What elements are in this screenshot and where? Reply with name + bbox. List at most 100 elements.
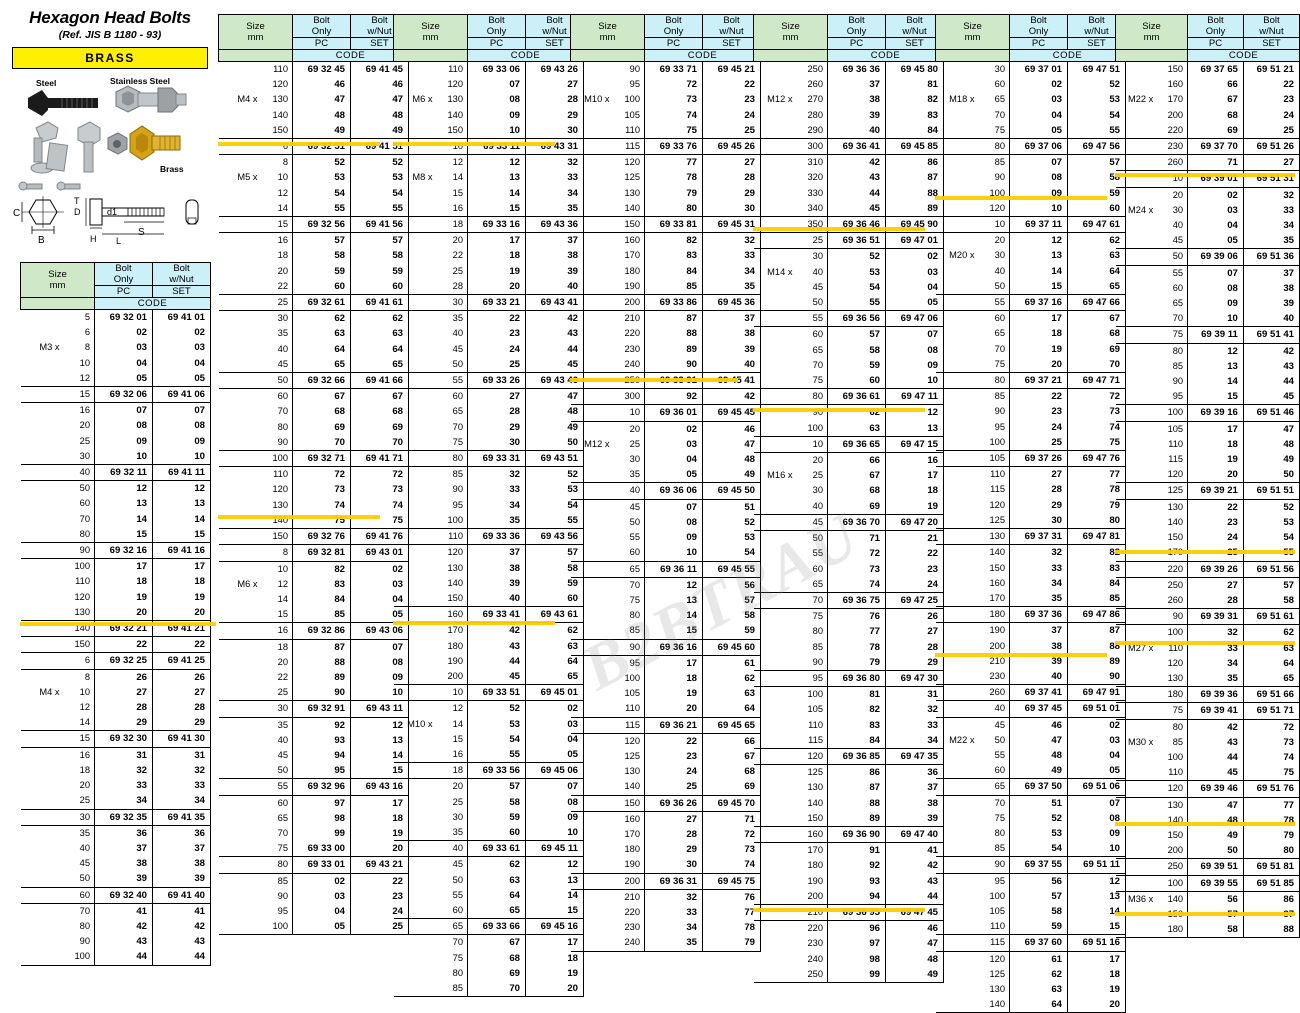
- table-row: 45 62 12: [394, 856, 584, 873]
- thread-size-cell: [570, 294, 613, 312]
- length-cell: 170: [1167, 94, 1184, 105]
- table-row: 105 58 14: [936, 903, 1126, 920]
- table-row: 10 69 36 01 69 45 45: [570, 404, 761, 422]
- code-bolt-with-nut-cell: 69: [702, 779, 761, 796]
- thread-size-cell: [936, 919, 978, 935]
- thread-size-cell: [21, 590, 63, 605]
- thread-size-cell: [394, 248, 436, 263]
- code-bolt-only-cell: 32: [94, 762, 153, 779]
- table-row: 6 69 32 25 69 41 25: [20, 652, 211, 670]
- length-cell: 150: [1167, 829, 1184, 840]
- thread-size-cell: [394, 357, 436, 373]
- table-row: 70 04 54: [936, 107, 1126, 123]
- code-bolt-with-nut-cell: 22: [152, 636, 211, 653]
- table-row: 220 88 38: [571, 326, 761, 342]
- thread-size-cell: [936, 108, 978, 123]
- length-cell: 70: [812, 359, 823, 370]
- thread-size-cell: [219, 264, 261, 279]
- thread-size-cell: [571, 264, 613, 279]
- table-row: 110 83 33: [754, 717, 944, 733]
- table-row: 75 69 33 00 20: [219, 841, 409, 857]
- code-bolt-with-nut-cell: 49: [350, 122, 409, 139]
- code-bolt-only-cell: 54: [827, 279, 886, 296]
- table-row: 85 07 57: [936, 154, 1126, 171]
- length-cell: 30: [260, 700, 293, 718]
- thread-size-cell: [935, 138, 978, 156]
- header-bolt-with-nut: Bolt w/Nut: [885, 14, 944, 38]
- code-bolt-with-nut-cell: 52: [702, 514, 761, 531]
- code-bolt-only-cell: 03: [644, 436, 703, 453]
- length-cell: 70: [994, 109, 1005, 120]
- code-bolt-with-nut-cell: 60: [350, 278, 409, 295]
- code-bolt-with-nut-cell: 74: [702, 857, 761, 874]
- table-row: 50 39 39: [21, 871, 211, 888]
- code-bolt-only-cell: 66: [1187, 77, 1244, 93]
- length-cell: 14: [277, 202, 288, 213]
- code-bolt-with-nut-cell: 76: [702, 889, 761, 905]
- length-cell: 150: [447, 592, 463, 603]
- thread-size-cell: [21, 481, 63, 497]
- thread-size-cell: [394, 654, 436, 669]
- code-bolt-with-nut-cell: 47: [525, 388, 584, 405]
- table-row: 70 99 19: [219, 825, 409, 842]
- length-cell: 70: [452, 421, 463, 432]
- length-cell: 125: [624, 750, 640, 761]
- code-bolt-only-cell: 12: [1187, 343, 1244, 359]
- length-cell: 35: [452, 313, 463, 324]
- table-row: 220 96 46: [754, 920, 944, 937]
- header-unit-pc: PC: [644, 37, 703, 50]
- table-row: 16 31 31: [21, 747, 211, 763]
- code-bolt-with-nut-cell: 33: [152, 778, 211, 794]
- code-bolt-with-nut-cell: 69 45 65: [702, 716, 761, 734]
- code-bolt-only-cell: 57: [1187, 906, 1244, 923]
- length-cell: 170: [989, 592, 1005, 603]
- thread-size-cell: [936, 561, 978, 576]
- code-bolt-with-nut-cell: 72: [1242, 719, 1300, 735]
- thread-size-cell: [20, 730, 63, 748]
- length-cell: 260: [807, 79, 823, 90]
- thread-size-cell: [1116, 281, 1157, 296]
- length-cell: 100: [260, 919, 293, 936]
- code-bolt-only-cell: 23: [1187, 514, 1244, 531]
- thread-size-cell: [1116, 123, 1157, 139]
- thread-size-cell: [571, 233, 613, 249]
- thread-size-cell: [393, 762, 436, 780]
- table-row: 120 34 64: [1116, 655, 1300, 671]
- code-bolt-only-cell: 69 32 30: [94, 730, 153, 748]
- code-bolt-with-nut-cell: 69 47 30: [885, 669, 944, 688]
- table-row: 230 69 37 70 69 51 26: [1115, 138, 1300, 156]
- table-row: 75 76 26: [754, 608, 944, 625]
- table-row: 50 15 65: [936, 278, 1126, 295]
- code-bolt-with-nut-cell: 32: [152, 762, 211, 779]
- code-bolt-with-nut-cell: 50: [1242, 467, 1300, 483]
- table-row: 60 69 32 40 69 41 40: [20, 886, 211, 904]
- code-bolt-with-nut-cell: 69: [350, 419, 409, 435]
- thread-size-cell: [1115, 922, 1157, 939]
- code-bolt-with-nut-cell: 04: [525, 731, 584, 747]
- code-bolt-with-nut-cell: 04: [152, 355, 211, 371]
- code-bolt-only-cell: 69 33 76: [644, 138, 703, 156]
- table-row: 15 69 32 30 69 41 30: [20, 730, 211, 748]
- header-size-spacer: [20, 297, 95, 310]
- thread-size-cell: [936, 982, 978, 997]
- length-cell: 15: [260, 216, 293, 234]
- thread-size-cell: [219, 420, 261, 435]
- thread-size-cell: [393, 684, 436, 702]
- code-bolt-with-nut-cell: 59: [350, 263, 409, 279]
- table-row: 70 69 36 75 69 47 25: [753, 591, 944, 610]
- table-row: 160 34 84: [936, 575, 1126, 591]
- length-cell: 115: [990, 484, 1005, 495]
- code-bolt-only-cell: 69 33 86: [644, 294, 703, 312]
- thread-size-cell: [936, 77, 978, 92]
- code-bolt-with-nut-cell: 88: [885, 185, 944, 201]
- length-cell: 200: [612, 872, 645, 890]
- thread-size-cell: [219, 357, 261, 373]
- thread-size-cell: [1116, 389, 1157, 405]
- thread-size-cell: [754, 936, 796, 951]
- table-row: 180 69 39 36 69 51 66: [1115, 686, 1300, 704]
- thread-size-cell: [219, 763, 261, 779]
- code-bolt-with-nut-cell: 69 47 35: [885, 747, 944, 766]
- table-row: M8 x 14 13 33: [394, 170, 584, 186]
- code-bolt-with-nut-cell: 18: [350, 810, 409, 826]
- length-cell: 100: [62, 949, 95, 966]
